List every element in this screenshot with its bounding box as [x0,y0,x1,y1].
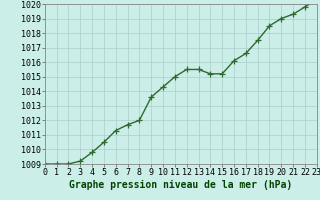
X-axis label: Graphe pression niveau de la mer (hPa): Graphe pression niveau de la mer (hPa) [69,180,292,190]
